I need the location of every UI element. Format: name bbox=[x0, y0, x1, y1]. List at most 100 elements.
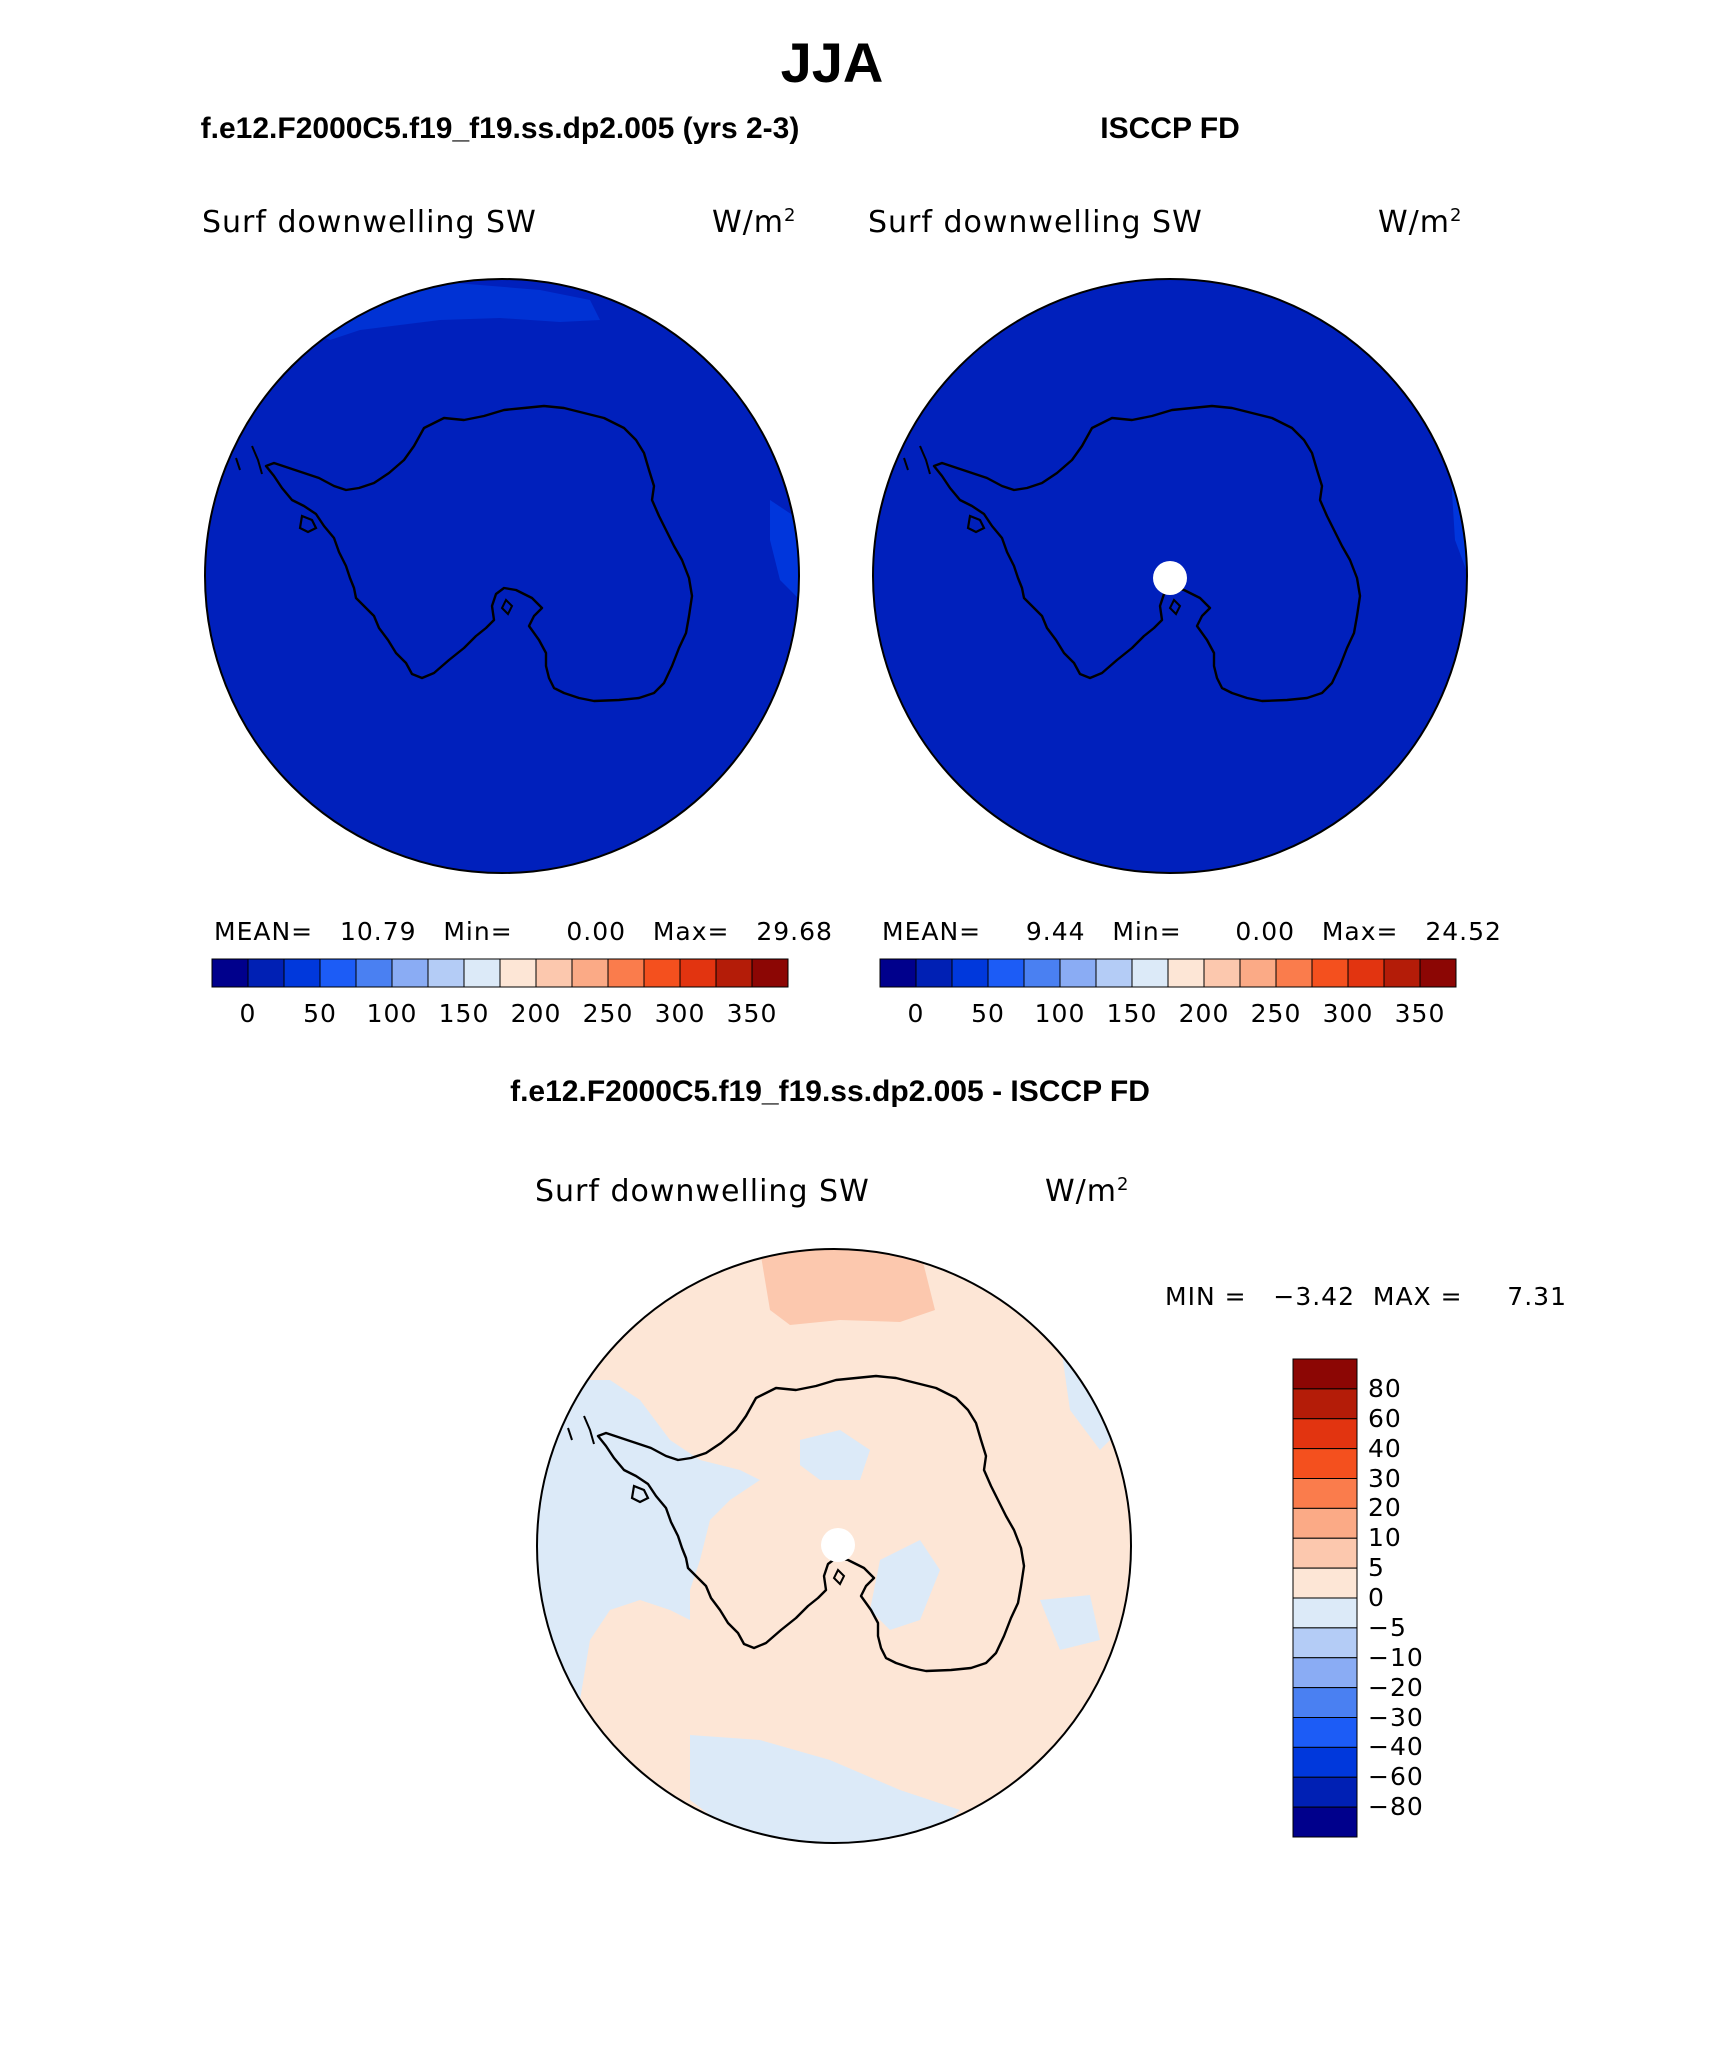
panel1-units-text: W/m bbox=[712, 205, 784, 240]
colorbar-swatch bbox=[1292, 1418, 1358, 1450]
colorbar-swatch bbox=[1023, 958, 1061, 988]
diff-units-text: W/m bbox=[1045, 1174, 1117, 1209]
colorbar-tick-label: 10 bbox=[1368, 1523, 1402, 1553]
colorbar-tick-label: 350 bbox=[726, 999, 778, 1028]
colorbar-swatch bbox=[463, 958, 501, 988]
colorbar-swatch bbox=[879, 958, 917, 988]
obs-title: ISCCP FD bbox=[1100, 112, 1240, 145]
colorbar-tick-label: 50 bbox=[303, 999, 337, 1028]
panel2-units-text: W/m bbox=[1378, 205, 1450, 240]
colorbar-tick-label: −5 bbox=[1368, 1612, 1407, 1642]
colorbar-swatch bbox=[1292, 1717, 1358, 1748]
colorbar-tick-label: 300 bbox=[654, 999, 706, 1028]
diff-units-sup: 2 bbox=[1117, 1174, 1130, 1195]
colorbar-swatch bbox=[951, 958, 989, 988]
colorbar-tick-label: 100 bbox=[366, 999, 418, 1028]
colorbar-swatch bbox=[571, 958, 609, 988]
colorbar-tick-label: 200 bbox=[510, 999, 562, 1028]
panel1-variable-label: Surf downwelling SW bbox=[202, 205, 537, 240]
colorbar-swatch bbox=[1131, 958, 1169, 988]
colorbar-tick-label: 100 bbox=[1034, 999, 1086, 1028]
colorbar-swatch bbox=[535, 958, 573, 988]
colorbar-tick-label: 300 bbox=[1322, 999, 1374, 1028]
colorbar-tick-label: 0 bbox=[239, 999, 257, 1028]
colorbar-tick-label: −60 bbox=[1368, 1762, 1424, 1792]
colorbar-swatch bbox=[1239, 958, 1277, 988]
colorbar-swatch bbox=[1292, 1806, 1358, 1838]
colorbar-tick-label: −80 bbox=[1368, 1792, 1424, 1822]
colorbar-swatch bbox=[1419, 958, 1457, 988]
colorbar-swatch bbox=[1292, 1507, 1358, 1539]
panel1-units-label: W/m2 bbox=[712, 205, 796, 240]
colorbar-swatch bbox=[1275, 958, 1313, 988]
colorbar-swatch bbox=[643, 958, 681, 988]
colorbar-tick-label: 40 bbox=[1368, 1433, 1402, 1463]
diff-units-label: W/m2 bbox=[1045, 1174, 1129, 1209]
main-title: JJA bbox=[780, 31, 884, 94]
colorbar-swatch bbox=[679, 958, 717, 988]
colorbar-tick-label: 350 bbox=[1394, 999, 1446, 1028]
panel2-variable-label: Surf downwelling SW bbox=[868, 205, 1203, 240]
colorbar-tick-label: 150 bbox=[438, 999, 490, 1028]
panel2-units-sup: 2 bbox=[1450, 205, 1463, 226]
colorbar-swatch bbox=[499, 958, 537, 988]
colorbar-swatch bbox=[1292, 1687, 1358, 1718]
colorbar-swatch bbox=[1059, 958, 1097, 988]
colorbar-swatch bbox=[1292, 1776, 1358, 1808]
case-title: f.e12.F2000C5.f19_f19.ss.dp2.005 (yrs 2-… bbox=[200, 112, 800, 145]
colorbar-swatch bbox=[1383, 958, 1421, 988]
colorbar-swatch bbox=[1292, 1746, 1358, 1778]
colorbar-tick-label: −30 bbox=[1368, 1702, 1424, 1732]
colorbar-swatch bbox=[1311, 958, 1349, 988]
colorbar-swatch bbox=[1292, 1567, 1358, 1599]
colorbar-swatch bbox=[1347, 958, 1385, 988]
colorbar-tick-label: −20 bbox=[1368, 1672, 1424, 1702]
colorbar-tick-label: 250 bbox=[582, 999, 634, 1028]
colorbar-tick-label: 30 bbox=[1368, 1463, 1402, 1493]
colorbar-tick-label: 0 bbox=[1368, 1583, 1385, 1612]
colorbar-tick-label: 60 bbox=[1368, 1403, 1402, 1433]
colorbar-swatch bbox=[1203, 958, 1241, 988]
colorbar-swatch bbox=[1292, 1388, 1358, 1420]
colorbar-swatch bbox=[391, 958, 429, 988]
colorbar-tick-label: 0 bbox=[907, 999, 925, 1028]
colorbar-model bbox=[211, 958, 789, 988]
panel2-units-label: W/m2 bbox=[1378, 205, 1462, 240]
colorbar-tick-label: −10 bbox=[1368, 1642, 1424, 1672]
colorbar-swatch bbox=[211, 958, 249, 988]
colorbar-tick-label: 200 bbox=[1178, 999, 1230, 1028]
diff-stats: MIN = −3.42 MAX = 7.31 bbox=[1165, 1282, 1567, 1311]
diff-title: f.e12.F2000C5.f19_f19.ss.dp2.005 - ISCCP… bbox=[510, 1075, 1150, 1108]
colorbar-swatch bbox=[1292, 1537, 1358, 1569]
colorbar-swatch bbox=[751, 958, 789, 988]
colorbar-tick-label: 20 bbox=[1368, 1493, 1402, 1523]
colorbar-diff bbox=[1292, 1358, 1358, 1838]
colorbar-tick-label: 150 bbox=[1106, 999, 1158, 1028]
colorbar-swatch bbox=[247, 958, 285, 988]
panel1-stats: MEAN= 10.79 Min= 0.00 Max= 29.68 bbox=[214, 917, 833, 946]
colorbar-swatch bbox=[1292, 1448, 1358, 1479]
colorbar-tick-label: 80 bbox=[1368, 1373, 1402, 1403]
diff-variable-label: Surf downwelling SW bbox=[535, 1174, 870, 1209]
panel2-stats: MEAN= 9.44 Min= 0.00 Max= 24.52 bbox=[882, 917, 1502, 946]
colorbar-swatch bbox=[1292, 1657, 1358, 1689]
colorbar-swatch bbox=[1292, 1597, 1358, 1629]
colorbar-tick-label: 50 bbox=[971, 999, 1005, 1028]
colorbar-swatch bbox=[283, 958, 321, 988]
colorbar-swatch bbox=[427, 958, 465, 988]
colorbar-swatch bbox=[607, 958, 645, 988]
colorbar-swatch bbox=[1292, 1627, 1358, 1659]
colorbar-tick-label: −40 bbox=[1368, 1732, 1424, 1762]
colorbar-swatch bbox=[1095, 958, 1133, 988]
colorbar-tick-label: 5 bbox=[1368, 1553, 1385, 1583]
colorbar-swatch bbox=[355, 958, 393, 988]
colorbar-swatch bbox=[715, 958, 753, 988]
colorbar-swatch bbox=[319, 958, 357, 988]
colorbar-swatch bbox=[915, 958, 953, 988]
colorbar-obs bbox=[879, 958, 1457, 988]
colorbar-swatch bbox=[987, 958, 1025, 988]
colorbar-swatch bbox=[1292, 1478, 1358, 1509]
colorbar-tick-label: 250 bbox=[1250, 999, 1302, 1028]
colorbar-swatch bbox=[1292, 1358, 1358, 1390]
